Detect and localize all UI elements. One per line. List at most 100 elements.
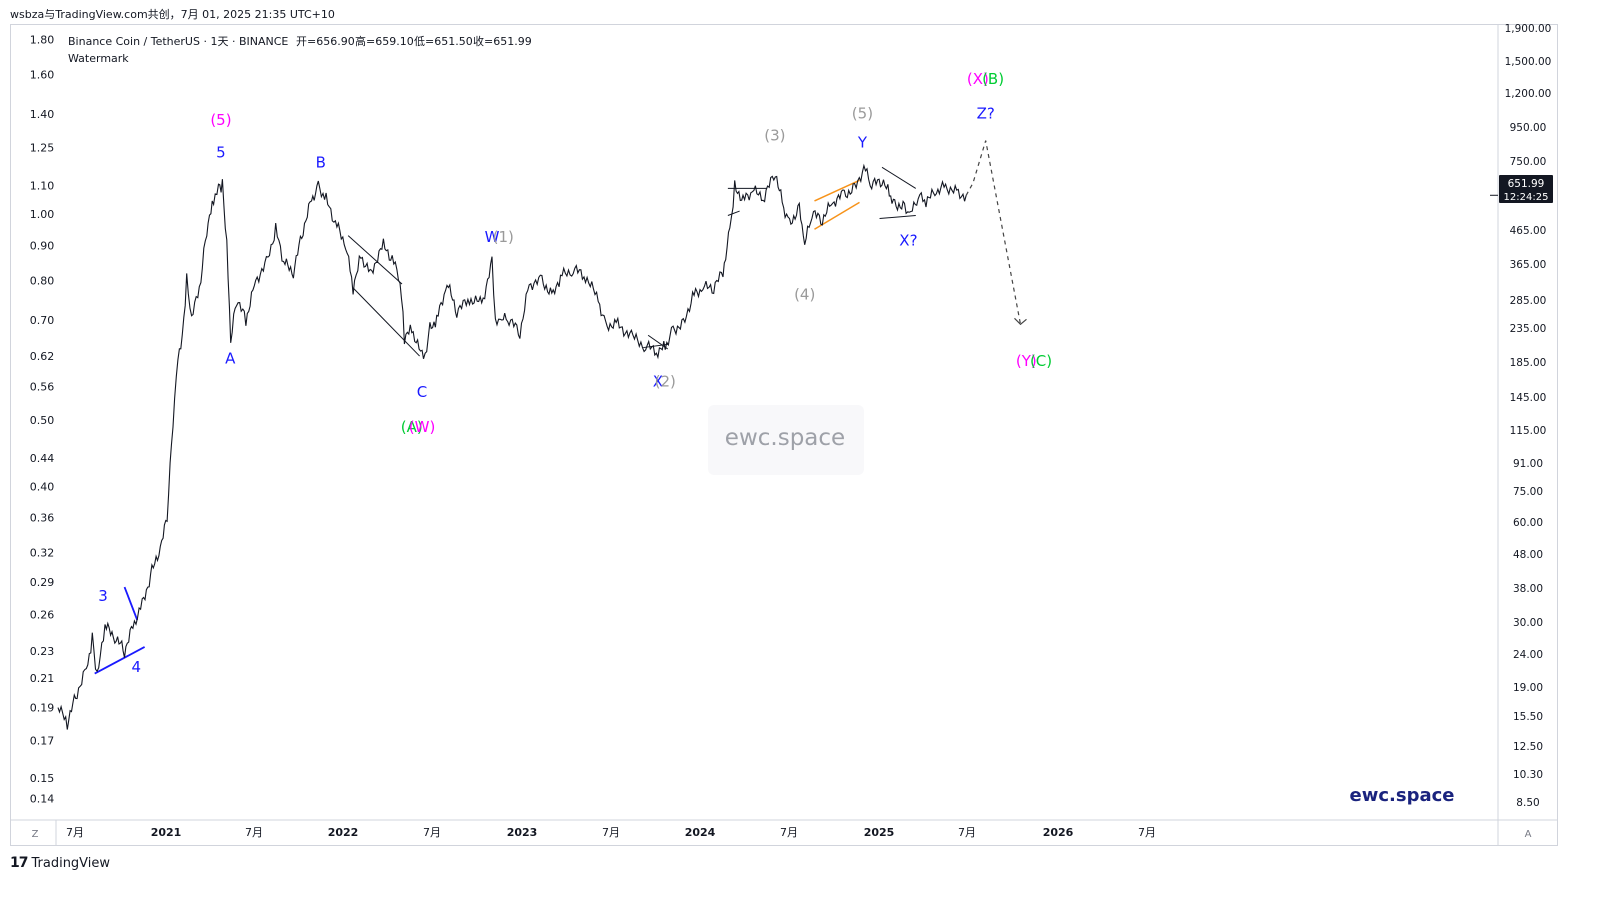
right-axis-tick: 8.50 [1516,797,1539,809]
right-axis-tick: 1,500.00 [1505,56,1552,68]
watermark-background [708,405,864,475]
wave-label: (2) [655,372,676,390]
left-axis-tick: 0.90 [30,239,55,252]
range-lower [727,210,740,216]
wave-4-trendline [94,646,146,675]
x-axis-tick: 7月 [423,826,441,839]
wave-label: Z? [977,104,995,122]
x-axis-tick: 2022 [328,826,359,839]
left-axis-tick: 0.36 [30,512,55,525]
right-axis-tick: 30.00 [1513,617,1543,629]
x-axis-tick: 7月 [780,826,798,839]
brand-text: ewc.space [1350,785,1455,806]
left-axis-tick: 1.00 [30,208,55,221]
left-axis-tick: 0.70 [30,314,55,327]
wave-label: X? [899,231,917,249]
auto-scale-button: A [1525,829,1532,840]
right-axis-tick: 19.00 [1513,682,1543,694]
wave-label: (C) [1030,352,1052,370]
wave-label: 4 [132,658,142,676]
wave-label: (B) [982,70,1004,88]
wave-label: (Y) [1016,352,1037,370]
abc-channel-lower [352,287,420,357]
wave-label: (1) [493,228,514,246]
wave-label: X [653,372,663,390]
ending-diagonal-lower [814,201,860,230]
tradingview-label: TradingView [31,855,111,871]
triangle-x-lower [879,214,916,219]
legend-close: 收=651.99 [473,34,532,48]
left-axis-tick: 1.60 [30,68,55,81]
right-axis-tick: 1,900.00 [1505,23,1552,35]
chart-frame [10,24,1558,846]
right-axis-tick: 12.50 [1513,741,1543,753]
tradingview-logo-icon: 17 [10,855,29,871]
right-axis-tick: 950.00 [1510,122,1547,134]
x-axis-tick: 2026 [1043,826,1074,839]
wave-label: 5 [216,143,226,161]
wave-label: Y [857,134,868,152]
left-axis-tick: 0.32 [30,547,55,560]
right-axis-tick: 38.00 [1513,583,1543,595]
x-axis-tick: 7月 [245,826,263,839]
last-price-value: 651.99 [1508,178,1545,190]
left-axis-tick: 0.29 [30,576,55,589]
left-axis-tick: 1.40 [30,108,55,121]
left-axis-tick: 1.10 [30,180,55,193]
x-axis-tick: 7月 [66,826,84,839]
wave-label: (X) [967,70,989,88]
x-axis-tick: 7月 [958,826,976,839]
wave-label: (W) [409,418,436,436]
left-axis-tick: 0.56 [30,380,55,393]
right-axis-tick: 465.00 [1510,225,1547,237]
bar-countdown: 12:24:25 [1504,192,1549,203]
wave-label: (A) [401,418,423,436]
x-axis-tick: 2021 [151,826,182,839]
left-axis-tick: 0.50 [30,414,55,427]
last-price-badge[interactable] [1499,175,1553,203]
left-axis-tick: 0.40 [30,480,55,493]
left-axis-tick: 0.23 [30,645,55,658]
tradingview-footer[interactable]: 17 TradingView [10,855,110,871]
price-line[interactable] [57,163,967,730]
watermark-text: ewc.space [725,425,845,451]
right-axis-tick: 235.00 [1510,323,1547,335]
right-axis-tick: 91.00 [1513,458,1543,470]
right-axis-tick: 185.00 [1510,357,1547,369]
x-axis-tick: 2024 [685,826,716,839]
right-axis-tick: 24.00 [1513,649,1543,661]
chart-caption: wsbza与TradingView.com共创，7月 01, 2025 21:3… [10,8,335,21]
wave-label: (4) [794,285,815,303]
wave-label: W [485,228,500,246]
wave-label: (3) [764,127,785,145]
left-axis-tick: 0.17 [30,735,55,748]
left-axis-tick: 1.25 [30,142,55,155]
x-axis-tick: 7月 [602,826,620,839]
indicator-legend: Watermark [68,52,129,65]
scale-z-button: Z [32,829,39,840]
right-axis-tick: 1,200.00 [1505,88,1552,100]
left-axis-tick: 0.80 [30,274,55,287]
left-axis-tick: 0.21 [30,672,55,685]
left-axis-tick: 0.26 [30,608,55,621]
right-axis-tick: 15.50 [1513,711,1543,723]
legend-high: 高=659.10 [355,34,414,48]
wave-label: A [225,349,236,367]
wave-4-channel-line [123,586,139,621]
projection-arrow-icon [1014,317,1027,326]
right-axis-tick: 750.00 [1510,156,1547,168]
right-axis-tick: 365.00 [1510,259,1547,271]
x-axis-tick: 2025 [864,826,895,839]
left-axis-tick: 1.80 [30,33,55,46]
wave-label: B [316,153,326,171]
x-axis-tick: 2023 [507,826,538,839]
symbol-legend: Binance Coin / TetherUS · 1天 · BINANCE [68,35,288,48]
right-axis-tick: 48.00 [1513,549,1543,561]
wave-label: (5) [852,104,873,122]
abc-channel-upper [347,235,403,285]
right-axis-tick: 285.00 [1510,295,1547,307]
triangle-x-upper [881,166,917,189]
left-axis-tick: 0.19 [30,702,55,715]
left-axis-tick: 0.14 [30,792,55,805]
